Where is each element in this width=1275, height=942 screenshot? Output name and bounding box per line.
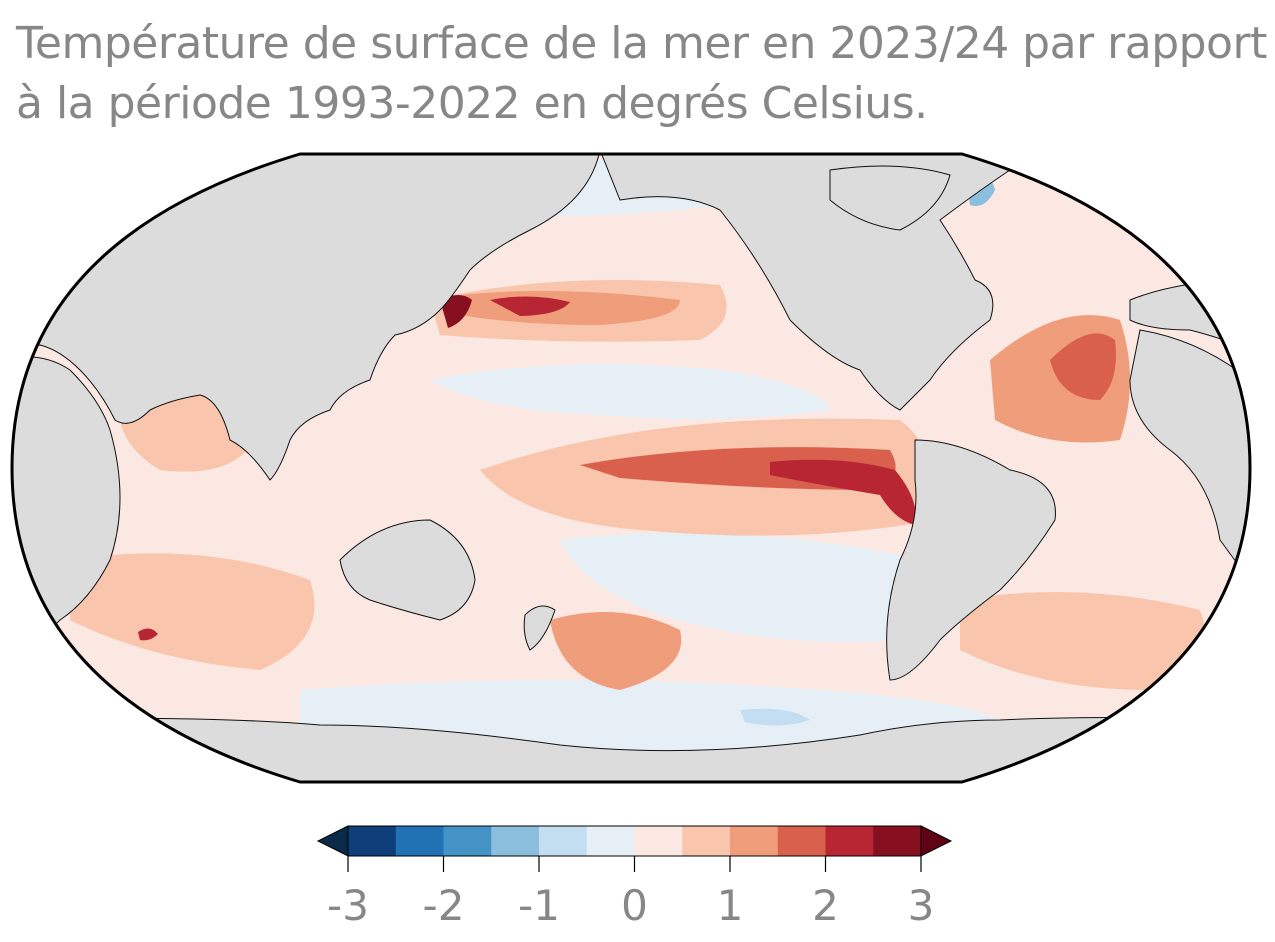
- landmass-antarctica: [12, 717, 1250, 782]
- hot-core-kuroshio: [490, 296, 570, 316]
- warm-band-south-indian: [70, 553, 315, 670]
- colorbar-segment: [539, 826, 588, 856]
- landmass-eurasia: [12, 154, 601, 481]
- warm-band-south-atlantic: [960, 592, 1205, 690]
- landmass-south-america: [886, 439, 1056, 681]
- colorbar-under-arrow: [316, 825, 349, 857]
- landmass-new-zealand: [523, 605, 556, 651]
- colorbar-segment: [348, 826, 397, 856]
- cool-patch-north-pacific: [430, 364, 830, 419]
- cool-patch-south-pacific: [560, 532, 930, 643]
- landmass-australia: [339, 519, 476, 621]
- colorbar-tick-label: 2: [812, 881, 839, 930]
- colorbar-segment: [491, 826, 540, 856]
- colorbar-tick-label: 3: [908, 881, 935, 930]
- colorbar-tick-label: -2: [423, 881, 465, 930]
- colorbar-over-arrow: [920, 825, 953, 857]
- cool-patch-south-of-nz: [740, 708, 810, 726]
- colorbar-tick-label: 0: [621, 881, 648, 930]
- map-body: [12, 154, 1250, 782]
- colorbar-segment: [873, 826, 922, 856]
- colorbar-tick-label: 1: [717, 881, 744, 930]
- globe-outline: [10, 152, 1252, 784]
- colorbar-tick-label: -3: [327, 881, 369, 930]
- colorbar-segment: [730, 826, 779, 856]
- warm-core-north-atlantic: [1050, 333, 1116, 400]
- land-masses: [12, 154, 1250, 782]
- colorbar-segment: [777, 826, 826, 856]
- colorbar-segment: [825, 826, 874, 856]
- extreme-core-japan: [440, 295, 472, 328]
- colorbar-segment: [395, 826, 444, 856]
- hot-core-peru: [770, 459, 916, 525]
- landmass-greenland: [829, 165, 951, 231]
- colorbar-segment: [586, 826, 635, 856]
- warm-band-south-pacific: [550, 612, 682, 690]
- title-line-1: Température de surface de la mer en 2023…: [16, 18, 1267, 69]
- hot-spot-south-indian: [138, 628, 158, 641]
- colorbar-segment: [682, 826, 731, 856]
- map-title: Température de surface de la mer en 2023…: [16, 14, 1267, 134]
- colorbar-segment: [634, 826, 683, 856]
- colorbar-segment: [443, 826, 492, 856]
- title-line-2: à la période 1993-2022 en degrés Celsius…: [16, 78, 928, 129]
- colorbar-tick-label: -1: [518, 881, 560, 930]
- colorbar: -3 -2 -1 0 1 2 3: [316, 825, 953, 930]
